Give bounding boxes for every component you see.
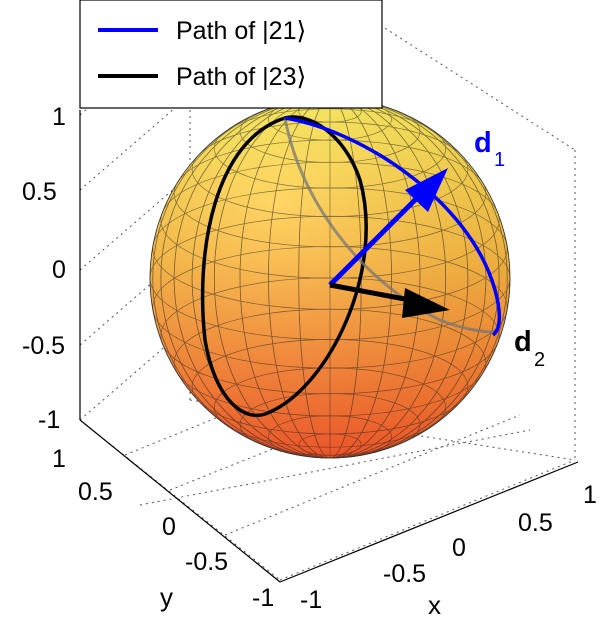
z-tick: -0.5 (22, 332, 65, 360)
z-tick: 1 (52, 103, 66, 131)
y-tick: 1 (52, 445, 66, 473)
z-axis-ticks: 1 0.5 0 -0.5 -1 (22, 103, 66, 434)
y-tick: 0 (162, 513, 176, 541)
y-tick: 0.5 (78, 478, 113, 506)
z-tick: -1 (38, 406, 60, 434)
x-tick: 0 (452, 534, 466, 562)
x-axis-ticks: -1 -0.5 0 0.5 1 (300, 481, 597, 614)
d2-label: d 2 (514, 326, 545, 371)
svg-text:1: 1 (494, 149, 505, 171)
vector-d1 (328, 168, 448, 287)
y-tick: -1 (252, 584, 274, 612)
legend: Path of |21⟩ Path of |23⟩ (79, 0, 383, 109)
x-tick: -1 (300, 586, 322, 614)
vector-d2 (329, 282, 450, 318)
x-axis-label: x (428, 590, 441, 620)
svg-text:d: d (514, 326, 532, 358)
axis-frame (79, 110, 579, 583)
z-tick: 0.5 (22, 178, 57, 206)
path-21-back (283, 117, 496, 334)
y-axis-label: y (160, 582, 173, 612)
path-21-trajectory (284, 116, 502, 337)
legend-entry-path-21: Path of |21⟩ (176, 17, 306, 45)
legend-entry-path-23: Path of |23⟩ (176, 63, 306, 91)
x-tick: 0.5 (518, 509, 553, 537)
z-tick: 0 (52, 256, 66, 284)
x-tick: -0.5 (383, 560, 426, 588)
svg-text:2: 2 (534, 349, 545, 371)
d1-label: d 1 (474, 127, 505, 171)
svg-text:d: d (474, 127, 492, 159)
y-axis-ticks: 1 0.5 0 -0.5 -1 (52, 445, 274, 612)
latitude-line (213, 108, 447, 189)
x-tick: 1 (583, 481, 597, 509)
path-23-trajectory (200, 115, 368, 418)
y-tick: -0.5 (185, 548, 228, 576)
